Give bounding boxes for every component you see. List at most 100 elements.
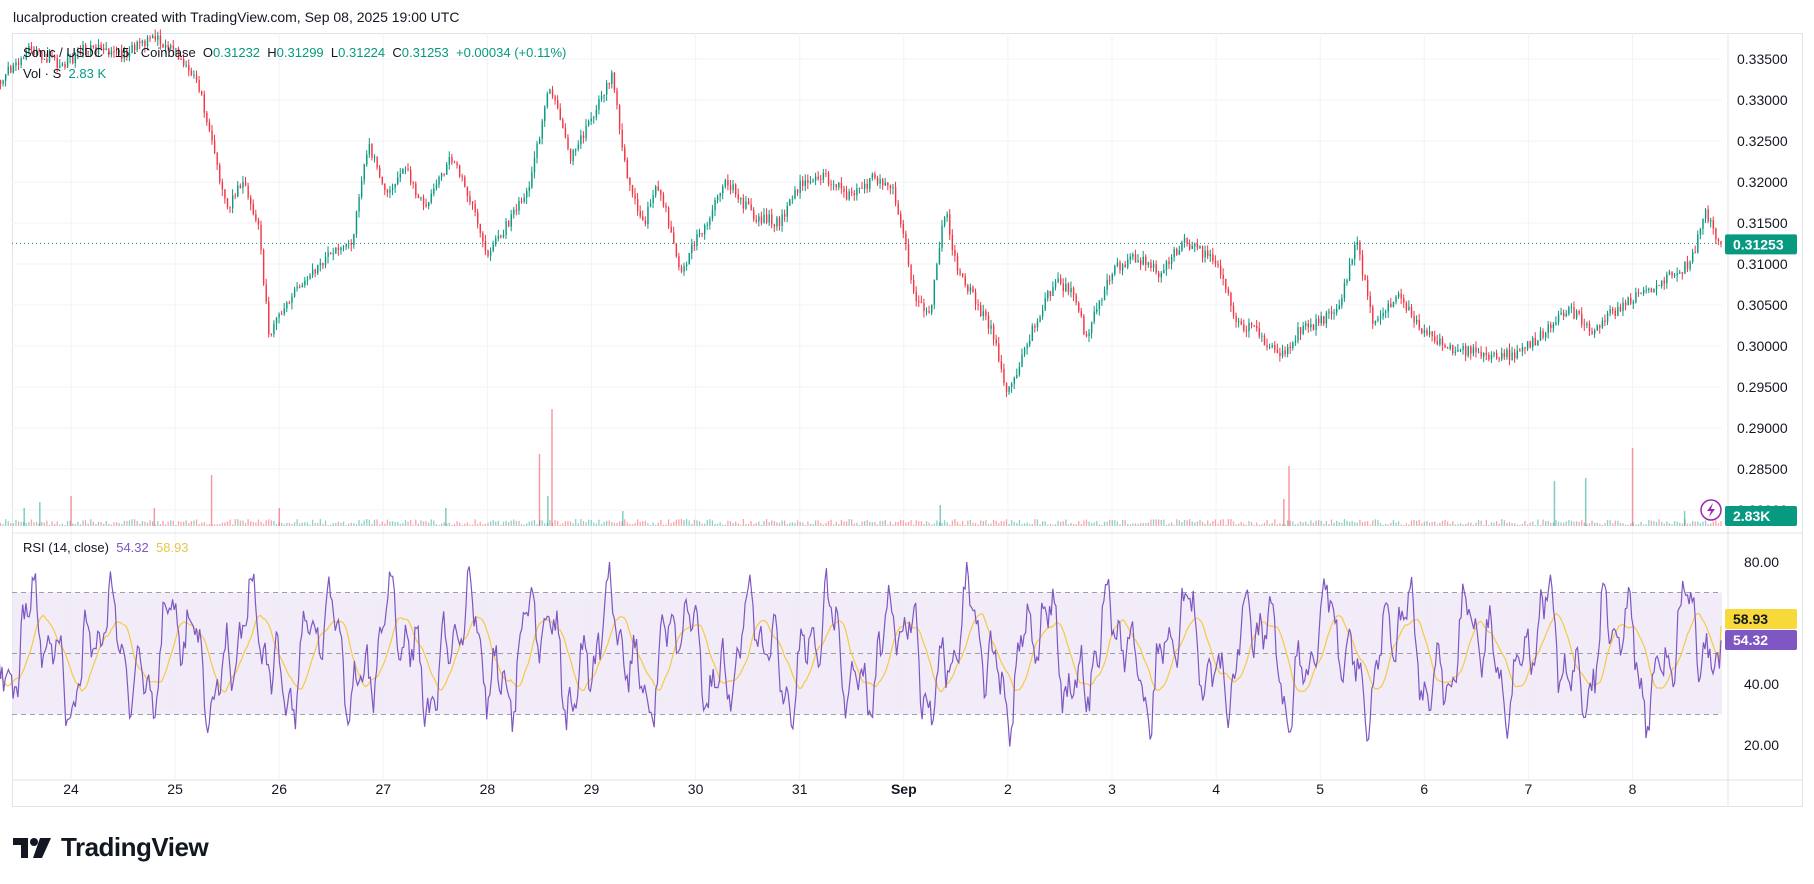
volume-bar: [286, 522, 288, 526]
volume-bar: [606, 520, 608, 526]
candle-body: [1586, 323, 1588, 325]
candle-body: [760, 216, 763, 223]
candle-body: [995, 339, 997, 344]
volume-bar: [1488, 524, 1490, 526]
candle-body: [765, 214, 768, 223]
volume-bar: [1604, 523, 1606, 526]
candle-body: [753, 210, 755, 220]
volume-bar: [1191, 521, 1193, 526]
candle-body: [618, 105, 621, 130]
candle-body: [1075, 295, 1077, 303]
candle-body: [587, 121, 590, 126]
rsi-label[interactable]: RSI (14, close): [23, 540, 109, 555]
candle-body: [1521, 347, 1524, 352]
candle-body: [1021, 354, 1023, 367]
candle-body: [647, 206, 649, 224]
candle-body: [863, 183, 866, 189]
volume-bar: [260, 521, 262, 526]
volume-bar: [335, 522, 337, 526]
candle-body: [1606, 313, 1609, 323]
candle-body: [943, 217, 946, 226]
volume-bar: [1343, 519, 1346, 526]
volume-bar: [1529, 522, 1531, 526]
tradingview-logo[interactable]: TradingView: [13, 832, 209, 863]
candle-body: [1366, 280, 1369, 297]
candle-body: [825, 172, 827, 174]
volume-bar: [1212, 521, 1214, 526]
candle-body: [1477, 351, 1480, 353]
candle-body: [1658, 285, 1660, 287]
volume-bar: [1044, 521, 1046, 526]
candle-body: [358, 197, 360, 212]
candle-body: [420, 197, 422, 199]
candle-body: [43, 59, 46, 60]
candle-body: [435, 184, 438, 189]
candle-body: [840, 182, 843, 189]
volume-bar: [453, 523, 456, 526]
volume-bar: [56, 521, 58, 526]
candle-body: [902, 224, 905, 234]
candle-body: [990, 325, 992, 329]
volume-bar: [1477, 520, 1480, 526]
volume-bar: [409, 520, 412, 526]
volume-bar: [804, 524, 806, 526]
volume-bar: [639, 522, 641, 526]
volume-bar: [685, 519, 688, 526]
volume-bar: [987, 524, 990, 526]
rsi-line: [0, 561, 1722, 747]
volume-bar: [1243, 523, 1245, 526]
candle-body: [1336, 308, 1338, 313]
candle-body: [1601, 320, 1604, 328]
volume-bar: [461, 524, 463, 526]
volume-bar: [252, 521, 254, 526]
candle-body: [1511, 352, 1513, 360]
candle-body: [987, 315, 990, 329]
candle-body: [1281, 350, 1284, 356]
volume-label[interactable]: Vol · S: [23, 66, 62, 81]
volume-bar: [776, 522, 778, 526]
volume-bar: [1364, 521, 1366, 526]
volume-bar: [938, 522, 941, 526]
candle-body: [737, 194, 739, 200]
candle-body: [1008, 386, 1010, 392]
volume-bar: [1382, 524, 1384, 526]
volume-bar: [894, 522, 897, 526]
candle-body: [644, 220, 647, 224]
candle-body: [1312, 324, 1315, 330]
candle-body: [1356, 242, 1359, 246]
candle-body: [74, 52, 77, 64]
rsi-lines: [0, 561, 1722, 747]
volume-legend: Vol · S 2.83 K: [23, 66, 106, 81]
volume-bar: [967, 520, 969, 526]
candle-body: [1090, 321, 1093, 333]
volume-bar: [1457, 524, 1459, 526]
candle-body: [265, 284, 267, 302]
symbol-title[interactable]: Sonic / USDC · 15 · Coinbase: [23, 45, 196, 60]
candle-body: [1498, 358, 1500, 360]
volume-bar: [1057, 520, 1059, 526]
candle-body: [636, 199, 639, 211]
volume-bar: [959, 524, 961, 526]
volume-bar: [683, 520, 685, 526]
candle-body: [1415, 319, 1418, 323]
candle-body: [1196, 243, 1199, 249]
candle-body: [118, 50, 120, 53]
time-tick-label: 28: [480, 781, 496, 797]
price-tick-label: 0.32000: [1737, 174, 1788, 190]
candle-body: [379, 167, 381, 177]
candle-body: [1668, 271, 1671, 275]
lightning-icon[interactable]: [1700, 499, 1722, 521]
candle-body: [244, 181, 247, 186]
volume-spike: [153, 508, 156, 526]
rsi-tick-label: 40.00: [1744, 676, 1779, 692]
volume-bar: [1049, 523, 1052, 526]
candle-body: [51, 55, 53, 57]
volume-bar: [1204, 523, 1206, 526]
volume-badge: 2.83K: [1725, 506, 1797, 526]
volume-bar: [1268, 524, 1271, 526]
volume-bar: [933, 523, 935, 526]
volume-bar: [1372, 520, 1374, 526]
volume-bar: [1397, 521, 1400, 526]
candle-body: [977, 304, 979, 306]
